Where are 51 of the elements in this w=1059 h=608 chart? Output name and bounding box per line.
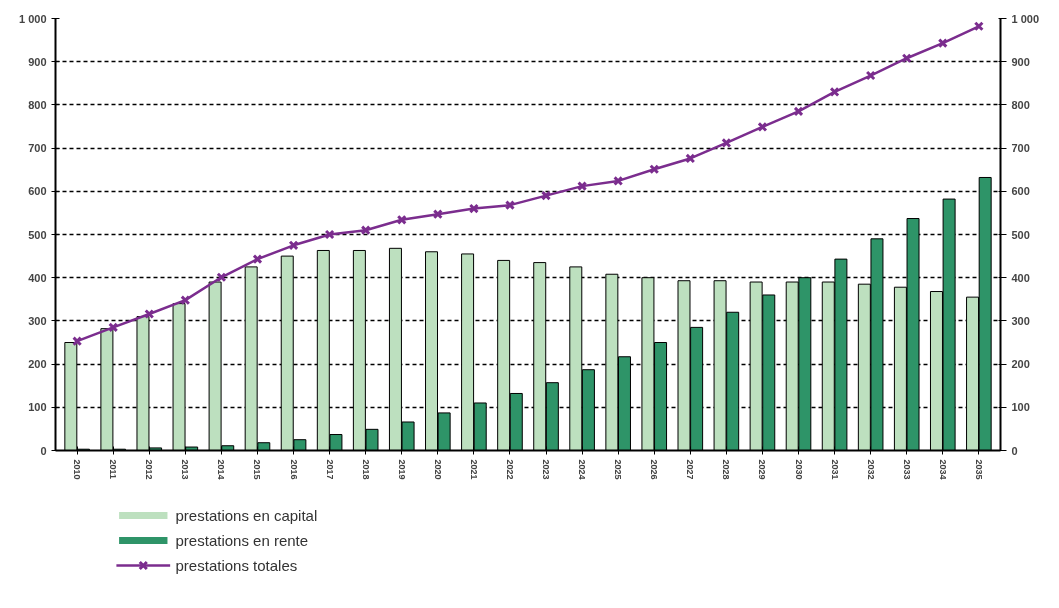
y2-tick-label: 600 <box>1011 185 1030 198</box>
x-tick-label: 2010 <box>72 459 83 480</box>
y2-tick-label: 100 <box>1011 401 1030 414</box>
y-tick-label: 300 <box>28 314 47 327</box>
y2-tick-label: 900 <box>1011 55 1030 68</box>
y-tick-label: 900 <box>28 55 47 68</box>
x-tick-label: 2025 <box>613 459 624 480</box>
y2-tick-label: 800 <box>1011 98 1030 111</box>
x-tick-label: 2020 <box>432 459 443 480</box>
y2-tick-label: 700 <box>1011 142 1030 155</box>
x-tick-label: 2034 <box>937 459 948 480</box>
y2-tick-label: 1 000 <box>1011 12 1040 25</box>
y2-tick-label: 400 <box>1011 271 1030 284</box>
y-tick-label: 100 <box>28 401 47 414</box>
x-tick-label: 2035 <box>973 459 984 480</box>
x-tick-label: 2017 <box>324 459 335 480</box>
y2-tick-label: 200 <box>1011 358 1030 371</box>
x-tick-label: 2030 <box>793 459 804 480</box>
x-tick-label: 2026 <box>649 459 660 480</box>
x-tick-label: 2012 <box>144 459 155 480</box>
x-tick-label: 2018 <box>360 459 371 480</box>
y-tick-label: 600 <box>28 185 47 198</box>
legend-label: prestations en capital <box>175 507 318 524</box>
x-tick-label: 2016 <box>288 459 299 480</box>
y-tick-label: 800 <box>28 98 47 111</box>
x-tick-label: 2021 <box>468 459 479 480</box>
legend-label: prestations totales <box>175 557 298 574</box>
y2-tick-label: 500 <box>1011 228 1030 241</box>
x-tick-label: 2014 <box>216 459 227 480</box>
x-tick-label: 2028 <box>721 459 732 480</box>
x-tick-label: 2019 <box>396 459 407 480</box>
x-tick-label: 2029 <box>757 459 768 480</box>
x-tick-label: 2027 <box>685 459 696 480</box>
y-tick-label: 0 <box>40 444 47 457</box>
x-tick-label: 2032 <box>865 459 876 480</box>
y-tick-label: 200 <box>28 358 47 371</box>
x-tick-label: 2022 <box>504 459 515 480</box>
x-tick-label: 2013 <box>180 459 191 480</box>
y2-tick-label: 300 <box>1011 314 1030 327</box>
x-tick-label: 2031 <box>829 459 840 480</box>
y2-tick-label: 0 <box>1011 444 1018 457</box>
x-tick-label: 2033 <box>901 459 912 480</box>
x-tick-label: 2023 <box>541 459 552 480</box>
x-tick-label: 2011 <box>108 459 119 480</box>
x-tick-label: 2024 <box>577 459 588 480</box>
x-tick-label: 2015 <box>252 459 263 480</box>
y-tick-label: 500 <box>28 228 47 241</box>
legend-label: prestations en rente <box>175 532 309 549</box>
y-tick-label: 700 <box>28 142 47 155</box>
y-tick-label: 400 <box>28 271 47 284</box>
y-tick-label: 1 000 <box>18 12 47 25</box>
